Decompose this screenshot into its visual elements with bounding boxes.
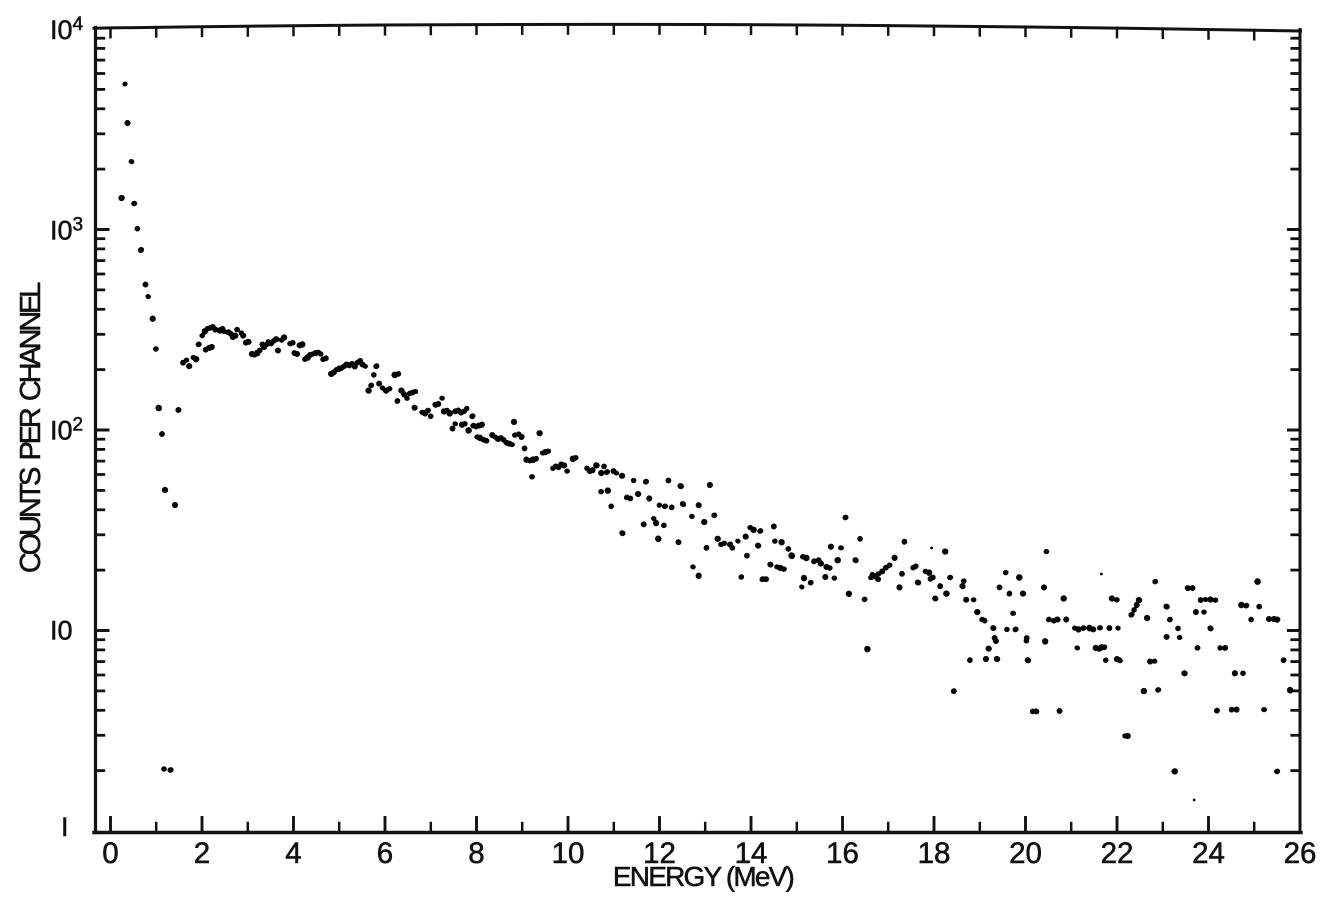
svg-text:16: 16 — [826, 837, 859, 870]
svg-text:2: 2 — [194, 837, 210, 870]
svg-text:24: 24 — [1192, 837, 1225, 870]
svg-text:26: 26 — [1284, 837, 1317, 870]
svg-text:20: 20 — [1009, 837, 1042, 870]
svg-text:8: 8 — [468, 837, 484, 870]
svg-text:4: 4 — [285, 837, 301, 870]
svg-text:14: 14 — [735, 837, 768, 870]
svg-text:I0: I0 — [50, 615, 73, 645]
svg-text:COUNTS PER CHANNEL: COUNTS PER CHANNEL — [15, 282, 47, 573]
svg-text:18: 18 — [918, 837, 951, 870]
svg-text:I04: I04 — [50, 14, 84, 45]
svg-text:22: 22 — [1101, 837, 1134, 870]
svg-text:I: I — [61, 812, 69, 842]
svg-text:12: 12 — [643, 837, 676, 870]
svg-text:6: 6 — [377, 837, 393, 870]
svg-text:10: 10 — [552, 837, 585, 870]
svg-text:0: 0 — [102, 837, 118, 870]
svg-text:ENERGY (MeV): ENERGY (MeV) — [613, 861, 794, 892]
